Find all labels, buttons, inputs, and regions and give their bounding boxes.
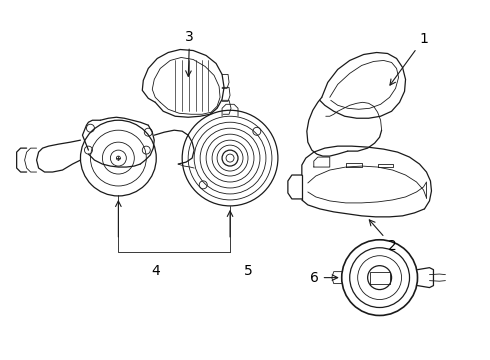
- Text: 4: 4: [151, 264, 160, 278]
- Text: 3: 3: [185, 30, 194, 76]
- Text: 1: 1: [390, 32, 428, 85]
- Text: 6: 6: [310, 271, 338, 285]
- Text: 2: 2: [369, 220, 396, 253]
- Text: 5: 5: [244, 264, 252, 278]
